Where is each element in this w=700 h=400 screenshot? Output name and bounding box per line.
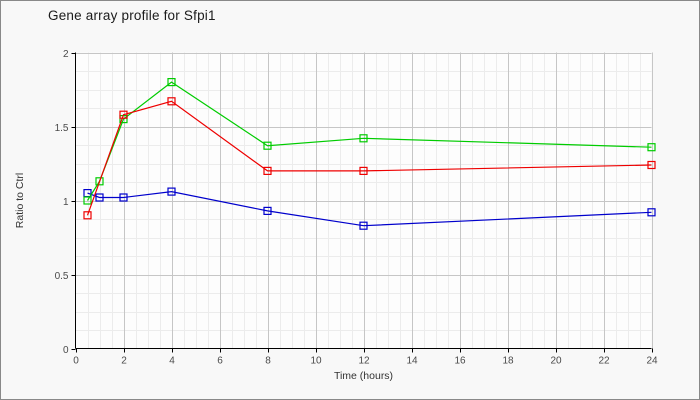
red-series-line (86, 100, 652, 216)
blue-series-marker (647, 208, 656, 217)
plot-area (75, 52, 652, 349)
red-series-marker (359, 166, 368, 175)
green-series-marker (359, 134, 368, 143)
green-series-marker (647, 143, 656, 152)
red-series-marker (647, 160, 656, 170)
red-series-marker (119, 110, 128, 119)
blue-series-marker (359, 221, 368, 230)
x-axis-title: Time (hours) (334, 370, 393, 382)
x-tick-label: 6 (217, 356, 223, 367)
x-tick-label: 22 (598, 356, 610, 367)
green-series-marker (95, 177, 104, 186)
x-tick-label: 18 (502, 356, 514, 367)
y-tick-label: 0.5 (55, 271, 69, 282)
blue-series-marker (167, 187, 176, 196)
red-series-marker (167, 97, 176, 106)
blue-series-line (87, 190, 652, 227)
x-tick-label: 20 (550, 356, 562, 367)
red-series-marker (263, 166, 272, 175)
x-tick-label: 0 (73, 356, 79, 367)
y-tick-label: 1 (63, 197, 69, 208)
x-tick-label: 24 (646, 356, 658, 367)
y-tick-label: 0 (63, 345, 69, 356)
green-series-marker (263, 141, 272, 150)
red-series-marker (83, 211, 92, 220)
x-tick-label: 2 (121, 356, 127, 367)
green-series-marker (83, 196, 92, 205)
y-axis-title: Ratio to Ctrl (14, 173, 26, 228)
blue-series-marker (119, 193, 128, 202)
blue-series-marker (95, 193, 104, 202)
blue-series-marker (263, 206, 272, 215)
x-tick-label: 10 (310, 356, 322, 367)
x-tick-label: 12 (358, 356, 370, 367)
y-tick-label: 2 (63, 49, 69, 60)
x-tick-label: 16 (454, 356, 466, 367)
x-tick-label: 8 (265, 356, 271, 367)
x-tick-label: 14 (406, 356, 418, 367)
y-tick-label: 1.5 (55, 123, 69, 134)
chart-title: Gene array profile for Sfpi1 (48, 8, 216, 23)
green-series-marker (167, 77, 176, 87)
x-tick-label: 4 (169, 356, 175, 367)
